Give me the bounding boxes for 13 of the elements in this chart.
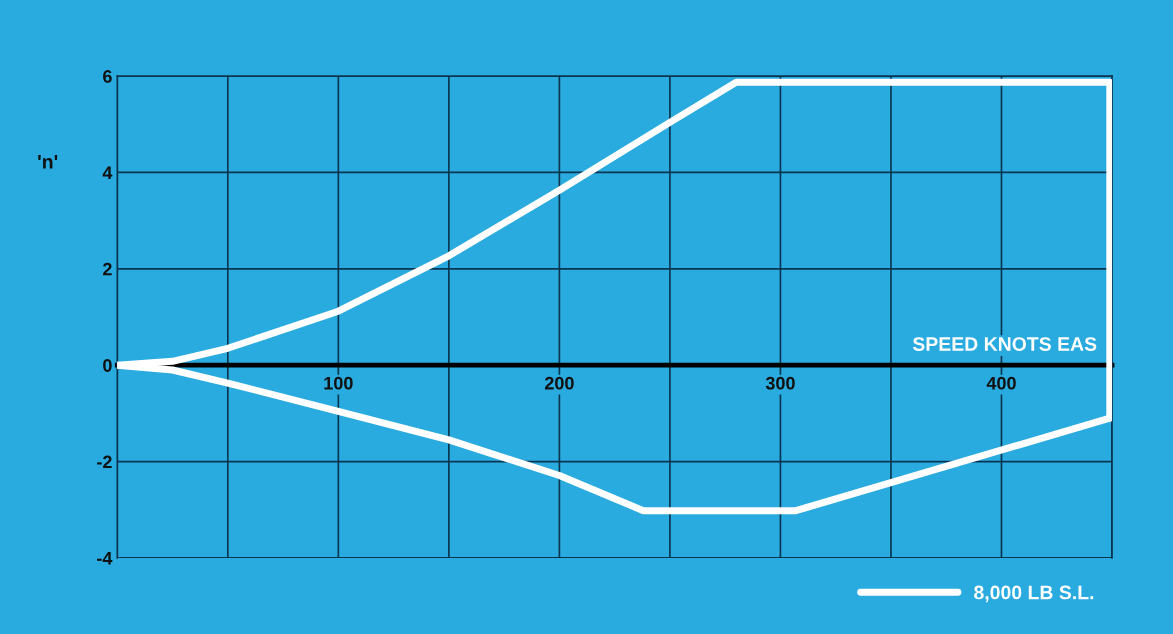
y-tick-label: -4: [97, 552, 113, 565]
x-tick-label: 300: [765, 376, 795, 390]
x-axis-title: SPEED KNOTS EAS: [912, 337, 1097, 351]
text: 8,000 LB S.L.: [974, 585, 1094, 603]
x-tick-label: 100: [324, 376, 353, 390]
y-axis-title: 'n': [38, 155, 58, 169]
x-tick-label: 200: [544, 376, 574, 390]
y-tick-label: 0: [103, 359, 112, 372]
y-tick-label: 4: [102, 166, 113, 179]
y-tick-label: 2: [103, 262, 112, 276]
y-tick-label: 6: [103, 70, 112, 83]
x-tick-label: 400: [986, 376, 1016, 390]
y-tick-label: -2: [97, 455, 112, 469]
